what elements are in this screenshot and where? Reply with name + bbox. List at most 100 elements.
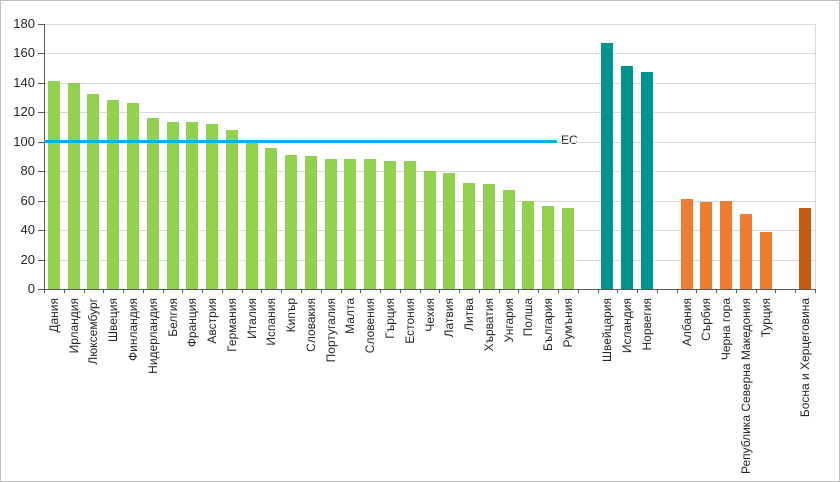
bar <box>720 200 733 289</box>
y-axis-label: 60 <box>20 192 35 208</box>
bar <box>621 66 634 289</box>
bar <box>601 42 614 289</box>
y-axis-tick <box>38 141 44 143</box>
x-axis-label: Нидерландия <box>145 298 160 374</box>
x-axis-label: Кипър <box>284 298 299 333</box>
x-axis-tick <box>162 289 164 293</box>
bar <box>799 207 812 289</box>
x-axis-tick <box>63 289 65 293</box>
y-axis-label: 160 <box>13 45 35 61</box>
x-axis-label: Естония <box>402 298 417 344</box>
x-axis-tick <box>459 289 461 293</box>
x-axis-label: Норвегия <box>639 298 654 351</box>
y-axis-label: 140 <box>13 74 35 90</box>
x-axis-label: Унгария <box>501 298 516 343</box>
x-axis-tick <box>518 289 520 293</box>
x-axis-tick <box>360 289 362 293</box>
x-axis-tick <box>696 289 698 293</box>
bar <box>285 154 298 289</box>
x-axis-tick <box>755 289 757 293</box>
x-axis-tick <box>419 289 421 293</box>
x-axis-label: Испания <box>264 298 279 346</box>
gridline <box>44 53 815 55</box>
x-axis-tick <box>44 289 45 293</box>
x-axis-tick <box>617 289 619 293</box>
x-axis-label: Сърбия <box>699 298 714 341</box>
x-axis-label: Финландия <box>125 298 140 361</box>
bar <box>304 156 317 289</box>
x-axis-label: Франция <box>185 298 200 348</box>
x-axis-tick <box>735 289 737 293</box>
plot-right-border <box>815 23 816 289</box>
y-axis-label: 40 <box>20 222 35 238</box>
bar <box>403 160 416 289</box>
bar <box>759 231 772 289</box>
x-axis-label: България <box>541 298 556 352</box>
y-axis-label: 80 <box>20 163 35 179</box>
bar <box>225 129 238 289</box>
x-axis-label: Черна гора <box>719 298 734 361</box>
x-axis-label: Полша <box>521 298 536 337</box>
x-axis-label: Словения <box>363 298 378 354</box>
x-axis-tick <box>795 289 797 293</box>
bar <box>265 147 278 289</box>
x-axis-label: Люксембург <box>86 298 101 365</box>
bar <box>206 123 219 289</box>
bar <box>700 202 713 289</box>
x-axis-tick <box>261 289 263 293</box>
x-axis-label: Швейцария <box>600 298 615 363</box>
x-axis-tick <box>538 289 540 293</box>
bar <box>364 159 377 289</box>
x-axis-label: Чехия <box>422 298 437 332</box>
y-axis-tick <box>38 171 44 173</box>
x-axis-tick <box>142 289 144 293</box>
bar <box>463 182 476 289</box>
bar <box>542 206 555 289</box>
x-axis-tick <box>637 289 639 293</box>
x-axis-label: Румъния <box>560 298 575 348</box>
bar <box>47 81 60 289</box>
bar <box>245 143 258 289</box>
y-axis-tick <box>38 230 44 232</box>
x-axis-label: Белгия <box>165 298 180 337</box>
y-axis-tick <box>38 82 44 84</box>
x-axis-tick <box>676 289 678 293</box>
x-axis-label: Дания <box>46 298 61 333</box>
y-axis-tick <box>38 23 44 25</box>
bar <box>107 100 120 289</box>
x-axis-tick <box>716 289 718 293</box>
x-axis-label: Гърция <box>382 298 397 339</box>
bar <box>324 159 337 289</box>
bar <box>482 184 495 289</box>
x-axis-label: Малта <box>343 298 358 334</box>
x-axis-tick <box>182 289 184 293</box>
x-axis-label: Италия <box>244 298 259 339</box>
x-axis-label: Република Северна Македония <box>738 298 753 475</box>
bar <box>640 72 653 289</box>
x-axis-tick <box>577 289 579 293</box>
x-axis-line <box>44 289 815 290</box>
bar <box>87 94 100 289</box>
y-axis-label: 120 <box>13 104 35 120</box>
x-axis-tick <box>340 289 342 293</box>
bar <box>561 207 574 289</box>
x-axis-tick <box>498 289 500 293</box>
y-axis-line <box>44 23 45 289</box>
ec-reference-line-label: ЕС <box>561 133 578 147</box>
bar <box>383 160 396 289</box>
bar <box>443 172 456 289</box>
x-axis-label: Австрия <box>205 298 220 344</box>
y-axis-tick <box>38 289 44 290</box>
y-axis-tick <box>38 259 44 261</box>
bar <box>502 190 515 289</box>
x-axis-tick <box>202 289 204 293</box>
y-axis-label: 100 <box>13 133 35 149</box>
x-axis-tick <box>597 289 599 293</box>
x-axis-tick <box>558 289 559 293</box>
x-axis-tick <box>775 289 777 293</box>
bar <box>739 213 752 289</box>
bar <box>126 103 139 289</box>
x-axis-tick <box>241 289 243 293</box>
x-axis-tick <box>103 289 105 293</box>
